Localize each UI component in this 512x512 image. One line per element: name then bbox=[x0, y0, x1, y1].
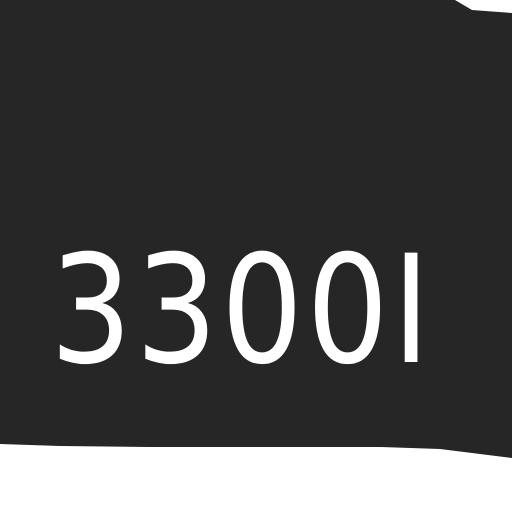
code-number: 3300I bbox=[50, 224, 434, 398]
dark-panel-shape bbox=[0, 0, 512, 458]
